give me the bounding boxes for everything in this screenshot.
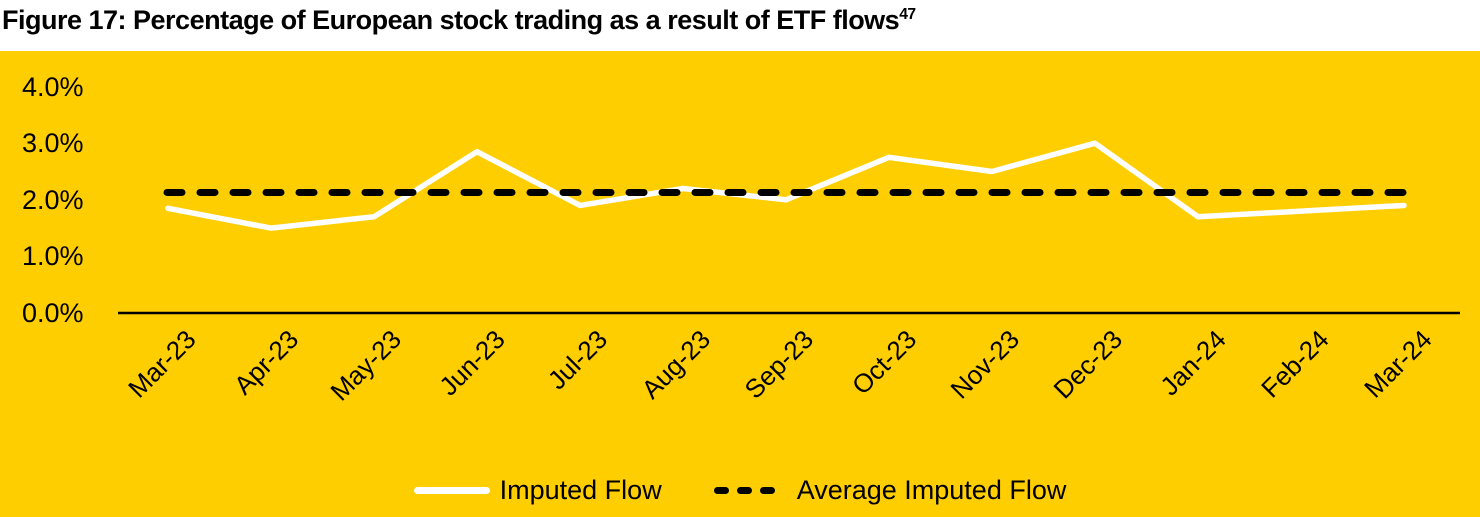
legend-label-imputed-flow: Imputed Flow — [499, 474, 662, 505]
legend-item-imputed-flow: Imputed Flow — [413, 474, 662, 506]
dashed-line-swatch — [713, 486, 775, 494]
figure-title-text: Figure 17: Percentage of European stock … — [2, 5, 900, 35]
y-axis-tick-label: 3.0% — [22, 128, 84, 159]
y-axis-tick-label: 0.0% — [22, 298, 84, 328]
y-axis-tick-label: 4.0% — [22, 71, 84, 102]
y-axis-tick-label: 2.0% — [22, 184, 84, 215]
chart-panel: 4.0% 3.0% 2.0% 1.0% 0.0% Mar-23 Apr-23 May-23 J… — [0, 51, 1480, 517]
legend-item-average-imputed-flow: Average Imputed Flow — [713, 474, 1067, 506]
imputed-flow-line — [165, 140, 1407, 231]
legend-label-average-imputed-flow: Average Imputed Flow — [796, 474, 1067, 505]
footnote-reference: 47 — [899, 6, 916, 23]
chart-legend: Imputed Flow Average Imputed Flow — [0, 470, 1480, 510]
y-axis-tick-label: 1.0% — [22, 241, 84, 272]
figure-title: Figure 17: Percentage of European stock … — [2, 5, 916, 36]
solid-line-swatch — [413, 486, 490, 494]
chart-plot-area — [118, 140, 1460, 315]
x-axis-tick: Mar-24 — [1196, 324, 1437, 403]
